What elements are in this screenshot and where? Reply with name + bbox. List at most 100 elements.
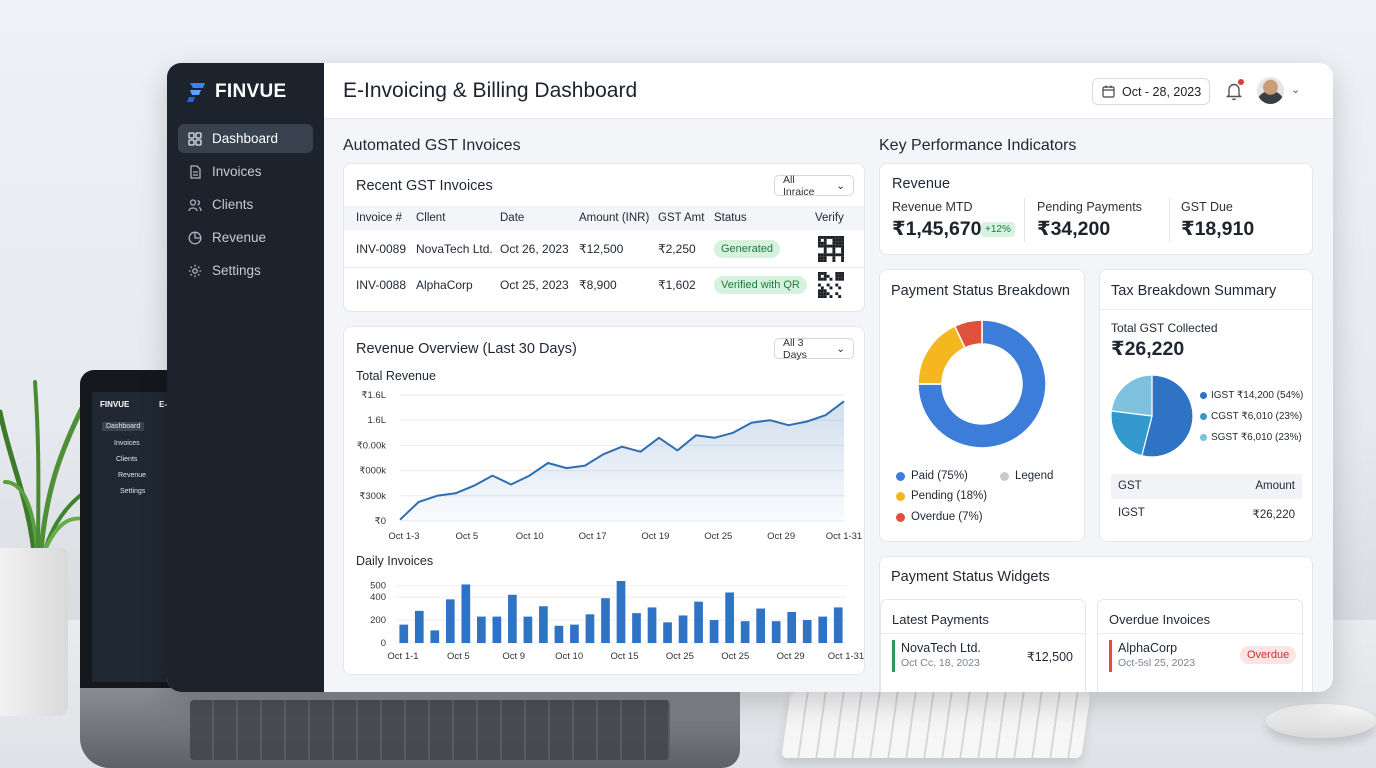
status-bar-red [1109, 640, 1112, 672]
qr-module [820, 256, 824, 260]
qr-module [832, 238, 836, 242]
kpi-value: ₹1,45,670 [892, 218, 982, 240]
period-filter-dropdown[interactable]: All 3 Days ⌄ [774, 336, 854, 361]
legend-label: Pending (18%) [911, 490, 988, 502]
bar [740, 621, 750, 643]
bar [445, 599, 455, 643]
bar [647, 607, 657, 643]
sidebar-item-clients[interactable]: Clients [178, 190, 313, 219]
pie-chart-icon [188, 231, 202, 244]
finvue-logo-icon [187, 83, 205, 102]
divider [1100, 309, 1312, 310]
qr-module [841, 253, 844, 257]
tax-table-header: GST Amount [1111, 474, 1302, 499]
bar [430, 630, 440, 643]
brand-logo[interactable]: FINVUE [187, 81, 286, 103]
qr-module [820, 295, 824, 298]
date-range-picker[interactable]: Oct - 28, 2023 [1092, 78, 1210, 105]
qr-module [818, 259, 821, 262]
column-header: Status [714, 212, 747, 224]
grid-icon [188, 131, 202, 146]
qr-module [820, 253, 824, 257]
payment-status-donut [917, 319, 1047, 449]
status-badge: Verified with QR [714, 276, 807, 294]
tax-amount: ₹26,220 [1252, 509, 1296, 521]
qr-module [818, 256, 821, 260]
qr-module [818, 244, 821, 248]
qr-module [841, 272, 844, 275]
donut-slice [953, 319, 983, 349]
widget-title: Overdue Invoices [1109, 612, 1211, 627]
bar [585, 614, 595, 643]
pie-slice [1110, 410, 1153, 457]
qr-module [829, 236, 833, 239]
user-avatar[interactable] [1257, 77, 1284, 104]
status-bar-green [892, 640, 895, 672]
legend-swatch [896, 491, 905, 501]
dropdown-value: All 3 Days [783, 336, 807, 361]
qr-module [823, 244, 827, 248]
qr-module [818, 236, 821, 239]
sidebar-item-revenue[interactable]: Revenue [178, 223, 313, 252]
overdue-badge: Overdue [1240, 646, 1297, 664]
qr-module [838, 277, 842, 281]
qr-module [829, 295, 833, 298]
overdue-invoices-widget[interactable]: Overdue Invoices AlphaCorp Oct-5sl 25, 2… [1097, 599, 1304, 692]
x-tick-label: Oct 1-1 [387, 651, 418, 662]
qr-module [838, 238, 842, 242]
qr-code-icon[interactable] [818, 272, 844, 298]
legend-item: SGST ₹6,010 (23%) [1200, 432, 1302, 443]
kpi-divider [1169, 198, 1170, 242]
sidebar-item-label: Settings [212, 263, 261, 278]
chevron-down-icon[interactable]: ⌄ [1291, 84, 1301, 96]
sidebar-item-dashboard[interactable]: Dashboard [178, 124, 313, 153]
sidebar-item-label: Clients [212, 197, 254, 212]
qr-module [826, 253, 830, 257]
legend-swatch [1200, 434, 1207, 441]
payer-name: NovaTech Ltd. [901, 641, 981, 655]
total-gst-label: Total GST Collected [1111, 321, 1218, 335]
sidebar-item-settings[interactable]: Settings [178, 256, 313, 285]
bar [477, 616, 486, 643]
pie-slice [1110, 374, 1153, 417]
x-tick-label: Oct 19 [641, 531, 669, 542]
client-name: AlphaCorp [416, 278, 473, 292]
desk-keyboard [781, 692, 1091, 758]
table-header: Invoice # Cllent Date Amount (INR) GST A… [344, 206, 864, 231]
bar [508, 594, 517, 643]
x-tick-label: Oct 1-3 [388, 531, 419, 542]
legend-item: Legend [1000, 470, 1053, 482]
column-header: GST [1118, 480, 1142, 492]
qr-module [820, 241, 824, 245]
y-tick-label: 0 [381, 638, 386, 649]
kpi-card: Revenue Revenue MTD ₹1,45,670 +12% Pendi… [879, 163, 1313, 255]
qr-module [818, 283, 821, 287]
qr-module [832, 253, 836, 257]
bar [725, 592, 734, 643]
qr-module [835, 241, 839, 245]
y-tick-label: 1.6L [368, 415, 387, 426]
qr-module [841, 238, 844, 242]
client-name: AlphaCorp [1118, 641, 1178, 655]
kpi-delta-badge: +12% [981, 222, 1015, 237]
invoice-filter-dropdown[interactable]: All Inraice ⌄ [774, 174, 854, 198]
bar [461, 584, 471, 643]
qr-code-icon[interactable] [818, 236, 844, 262]
tax-breakdown-card: Tax Breakdown Summary Total GST Collecte… [1099, 269, 1313, 542]
laptop-screen: FINVUE E- Dashboard Invoices Clients Rev… [80, 370, 176, 716]
bar [818, 616, 828, 643]
qr-module [820, 289, 824, 293]
revenue-line [399, 400, 845, 521]
recent-invoices-card: Recent GST Invoices All Inraice ⌄ Invoic… [343, 163, 865, 312]
column-header: Amount [1255, 480, 1295, 492]
legend-label: Paid (75%) [911, 470, 968, 482]
latest-payments-widget[interactable]: Latest Payments NovaTech Ltd. Oct Cc, 18… [880, 599, 1087, 692]
qr-module [832, 247, 836, 251]
qr-module [823, 289, 827, 293]
chart-title-total-revenue: Total Revenue [356, 369, 436, 383]
section-title-invoices: Automated GST Invoices [343, 137, 521, 154]
qr-module [823, 259, 827, 262]
bell-icon[interactable] [1225, 81, 1243, 101]
sidebar-item-invoices[interactable]: Invoices [178, 157, 313, 186]
y-tick-label: ₹1.6L [361, 390, 386, 401]
